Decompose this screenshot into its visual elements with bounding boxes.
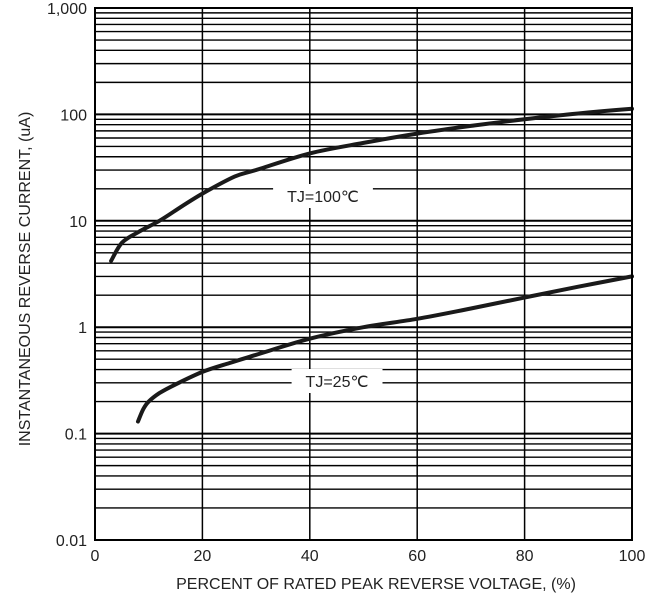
x-tick-label: 80	[516, 548, 534, 565]
x-tick-label: 60	[408, 548, 426, 565]
x-tick-label: 0	[91, 548, 100, 565]
y-tick-label: 100	[60, 107, 87, 124]
y-tick-label: 1	[78, 320, 87, 337]
curve-label: TJ=100℃	[287, 189, 359, 206]
y-tick-label: 0.01	[56, 533, 87, 550]
x-axis-label: PERCENT OF RATED PEAK REVERSE VOLTAGE, (…	[176, 576, 576, 593]
annotation-background	[273, 184, 373, 208]
series-curve	[109, 106, 634, 263]
y-tick-label: 1,000	[47, 1, 87, 18]
curve-annotation: TJ=100℃	[273, 184, 373, 208]
curve-label: TJ=25℃	[306, 374, 369, 391]
x-tick-label: 20	[194, 548, 212, 565]
y-tick-label: 10	[69, 214, 87, 231]
y-tick-label: 0.1	[65, 427, 87, 444]
y-tick-labels: 0.01 0.1 1 10 100 1,000	[47, 1, 87, 550]
curve-annotation: TJ=25℃	[291, 369, 383, 393]
x-tick-labels: 0 20 40 60 80 100	[91, 548, 646, 565]
x-tick-label: 40	[301, 548, 319, 565]
curve-annotations: TJ=100℃ TJ=25℃	[273, 184, 383, 393]
grid-lines	[94, 8, 633, 541]
data-curves	[109, 106, 634, 424]
x-tick-label: 100	[619, 548, 646, 565]
plot-border	[94, 7, 633, 541]
annotation-background	[291, 369, 383, 393]
series-curve	[136, 274, 634, 424]
y-axis-label: INSTANTANEOUS REVERSE CURRENT, (uA)	[17, 112, 34, 447]
